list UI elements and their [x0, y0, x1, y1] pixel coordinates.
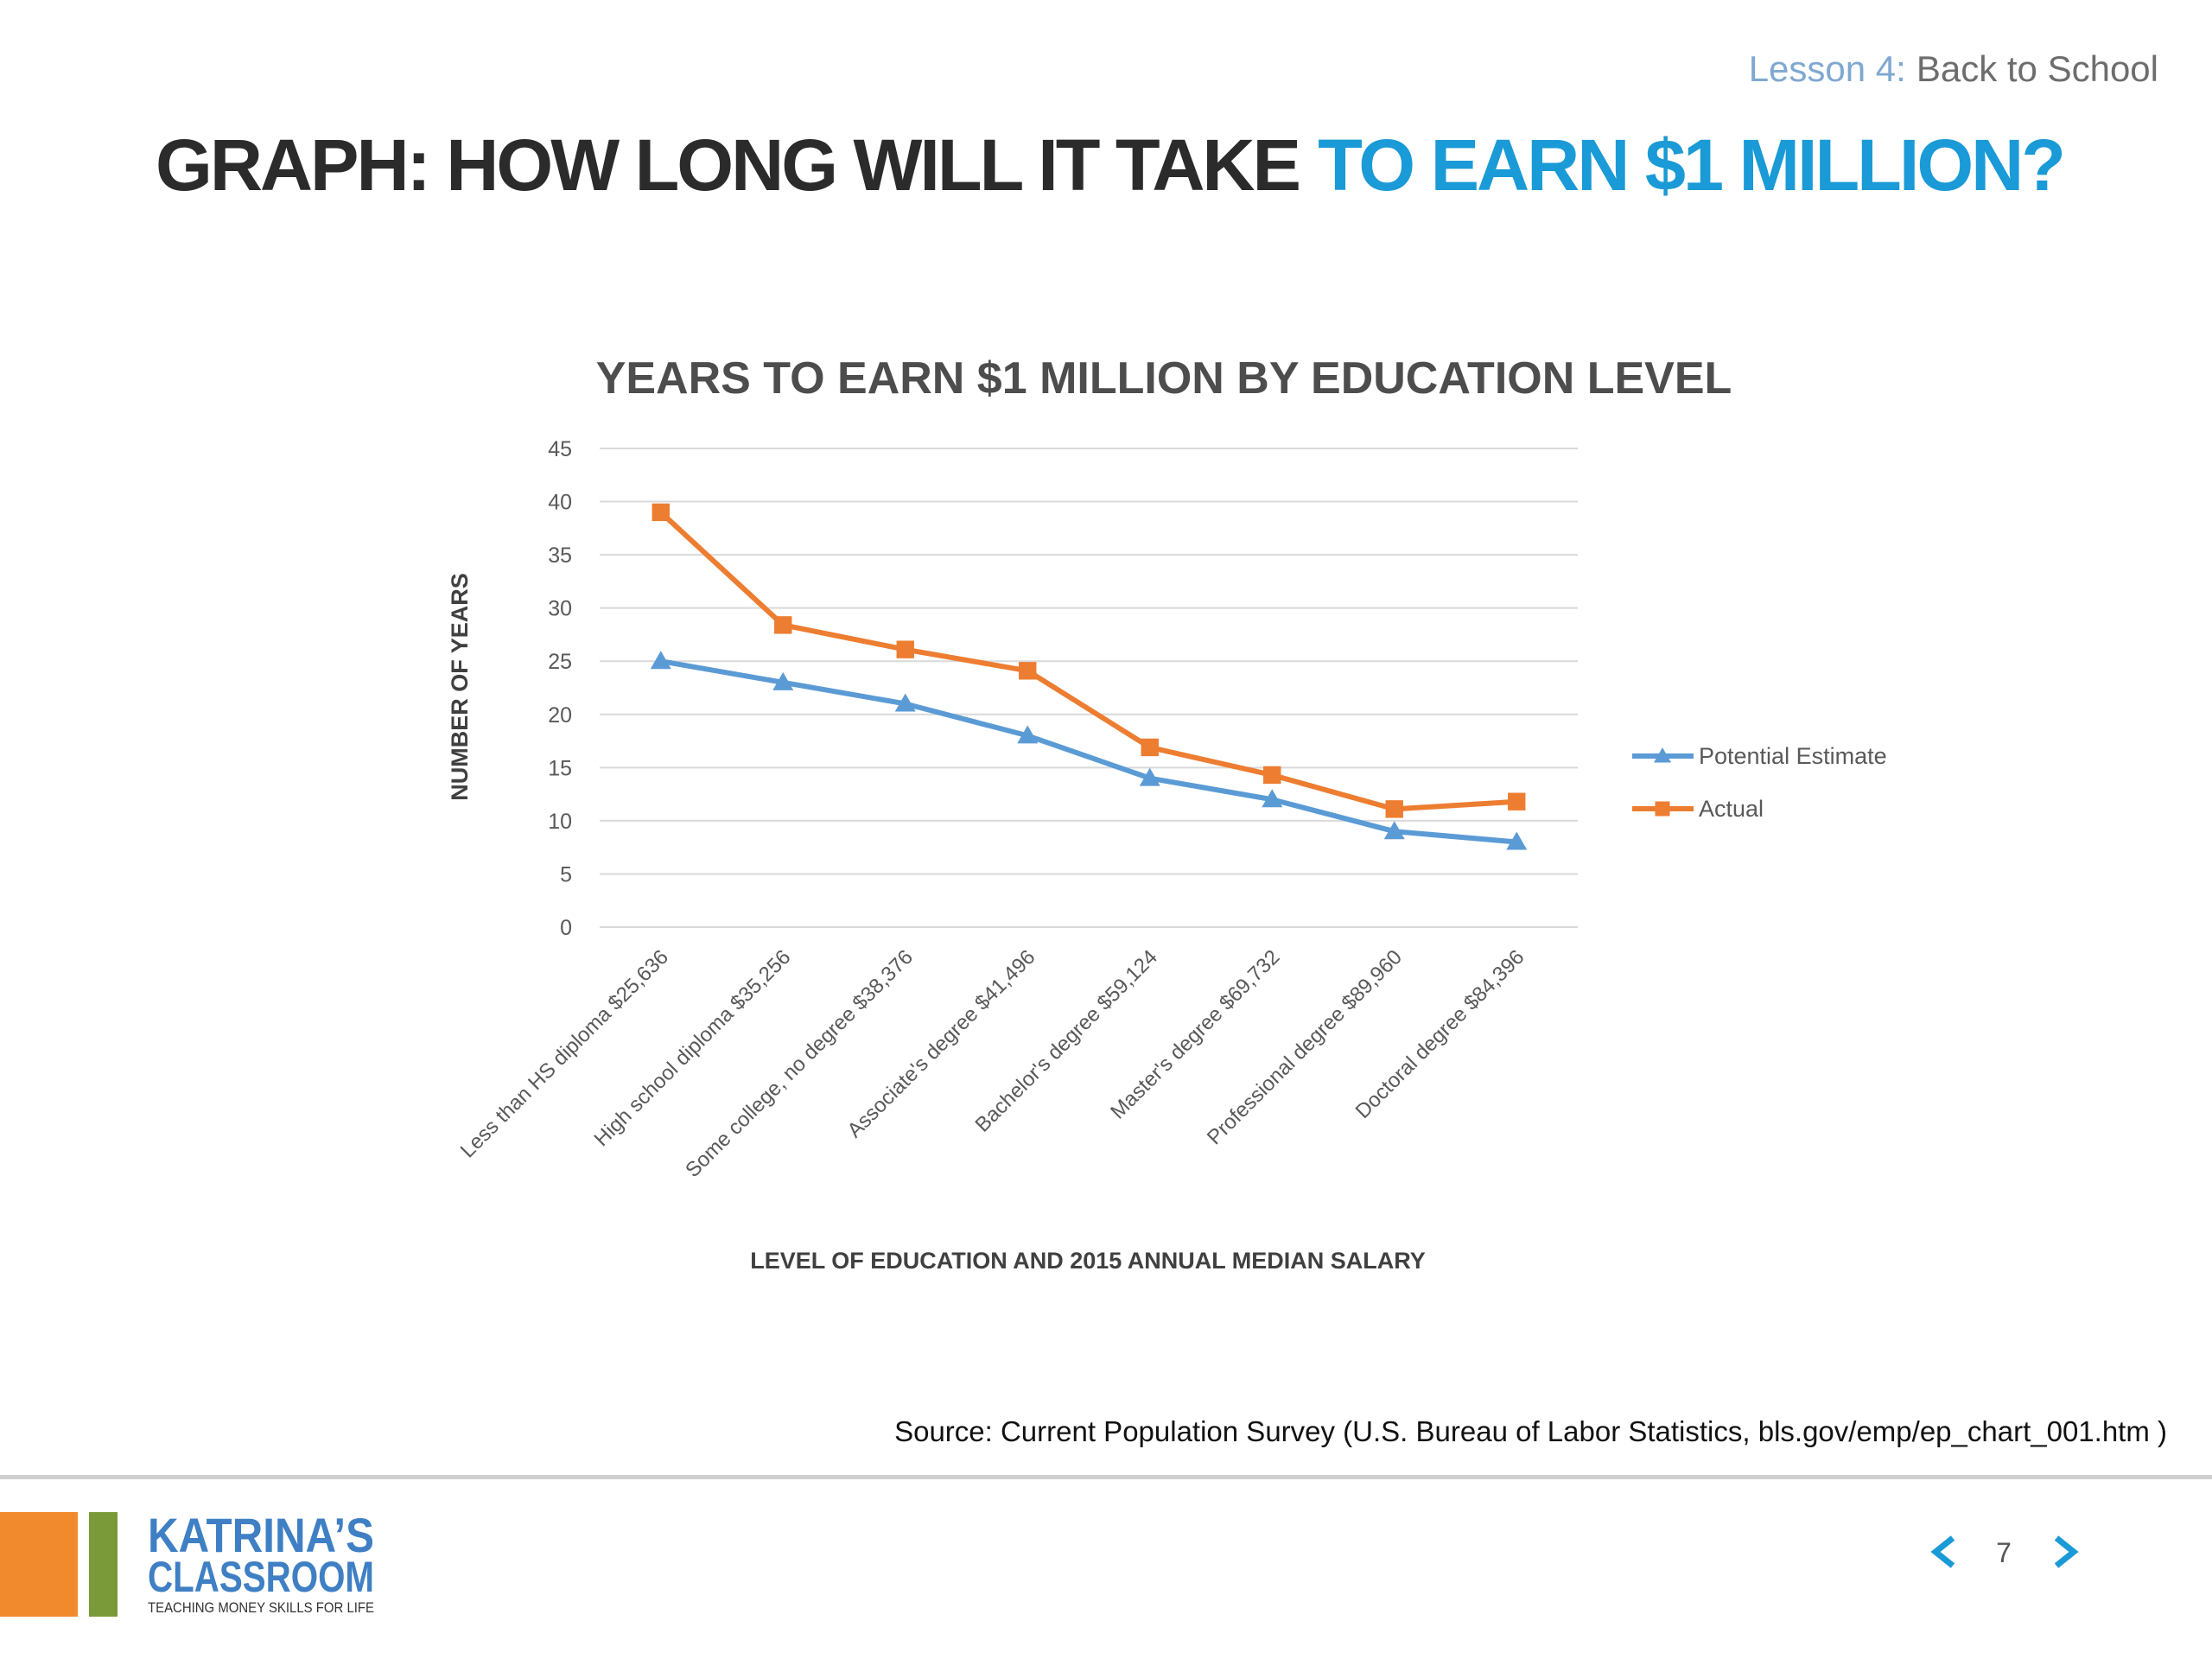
logo-tagline: TEACHING MONEY SKILLS FOR LIFE	[148, 1599, 374, 1616]
x-axis-title: LEVEL OF EDUCATION AND 2015 ANNUAL MEDIA…	[750, 1248, 1426, 1274]
y-tick-label: 5	[560, 862, 572, 887]
x-tick-label: Less than HS diploma $25,636	[456, 945, 673, 1162]
marker	[1017, 725, 1039, 744]
logo-green-block	[89, 1512, 118, 1617]
marker	[1262, 789, 1283, 808]
x-tick-label: Some college, no degree $38,376	[681, 945, 918, 1182]
y-axis-title: NUMBER OF YEARS	[447, 573, 473, 801]
series-line	[658, 510, 1517, 812]
series-line	[660, 658, 1517, 845]
lesson-header: Lesson 4: Back to School	[1749, 48, 2158, 89]
marker	[1019, 662, 1037, 680]
lesson-topic: Back to School	[1916, 48, 2158, 89]
title-dark: GRAPH: HOW LONG WILL IT TAKE	[156, 124, 1299, 206]
marker	[774, 616, 792, 634]
chart-title: YEARS TO EARN $1 MILLION BY EDUCATION LE…	[596, 353, 1732, 404]
next-button[interactable]	[2054, 1535, 2079, 1568]
y-tick-label: 20	[548, 703, 572, 728]
logo-line1: KATRINA’S	[148, 1508, 374, 1562]
y-tick-label: 30	[548, 597, 572, 621]
y-tick-label: 15	[548, 756, 572, 780]
title-accent: TO EARN $1 MILLION?	[1318, 124, 2063, 206]
prev-button[interactable]	[1930, 1535, 1955, 1568]
x-tick-label: Professional degree $89,960	[1203, 945, 1407, 1149]
marker	[652, 503, 670, 522]
marker	[1385, 800, 1403, 818]
y-tick-label: 25	[548, 650, 572, 674]
legend-label: Actual	[1699, 796, 1764, 822]
slide-title: GRAPH: HOW LONG WILL IT TAKE TO EARN $1 M…	[156, 124, 2063, 206]
y-tick-label: 35	[548, 543, 572, 568]
y-tick-label: 0	[560, 916, 572, 940]
marker	[1383, 821, 1405, 840]
page-number: 7	[1996, 1537, 2012, 1568]
marker	[1263, 766, 1281, 785]
y-tick-label: 40	[548, 491, 572, 515]
marker	[896, 640, 914, 658]
legend-label: Potential Estimate	[1699, 743, 1887, 769]
logo-line2: CLASSROOM	[148, 1553, 374, 1601]
marker	[1506, 831, 1528, 850]
marker	[1141, 738, 1159, 757]
source-note: Source: Current Population Survey (U.S. …	[894, 1415, 2167, 1447]
y-tick-label: 10	[548, 810, 572, 834]
marker	[1655, 801, 1670, 817]
marker	[894, 693, 916, 712]
lesson-number: Lesson 4:	[1749, 48, 1906, 89]
footer-divider	[0, 1475, 2212, 1479]
y-tick-label: 45	[548, 437, 572, 461]
logo-orange-block	[0, 1512, 78, 1617]
marker	[650, 651, 671, 670]
marker	[1508, 792, 1526, 810]
marker	[1654, 747, 1671, 763]
marker	[772, 671, 794, 690]
marker	[1139, 767, 1160, 786]
x-tick-label: High school diploma $35,256	[590, 945, 796, 1151]
